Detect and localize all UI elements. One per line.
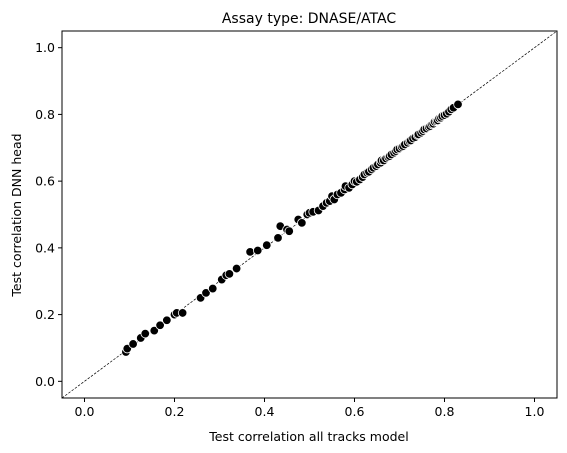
data-point <box>245 247 255 257</box>
data-point <box>231 263 242 274</box>
data-point <box>262 240 272 250</box>
x-tick-label: 1.0 <box>525 404 545 419</box>
data-point <box>453 99 463 110</box>
plot-frame <box>61 30 558 399</box>
x-tick-label: 0.2 <box>165 404 185 419</box>
chart-title: Assay type: DNASE/ATAC <box>222 11 396 27</box>
data-point <box>208 283 218 294</box>
x-tick-label: 0.4 <box>255 404 275 419</box>
data-point <box>162 315 172 325</box>
data-point <box>201 288 211 298</box>
axis-ticks: 0.0 0.2 0.4 0.6 0.8 1.0 0.0 0.2 0.4 0.6 0.8 1.0 <box>35 40 544 419</box>
data-point <box>155 320 165 330</box>
x-tick-label: 0.8 <box>435 404 455 419</box>
data-point <box>253 245 263 256</box>
data-point <box>149 325 159 336</box>
x-tick-label: 0.6 <box>345 404 365 419</box>
data-point <box>224 269 235 279</box>
data-points <box>121 99 463 357</box>
y-tick-label: 0.2 <box>35 307 55 322</box>
y-tick-label: 0.0 <box>35 374 55 389</box>
x-axis-label: Test correlation all tracks model <box>208 429 408 444</box>
data-point <box>128 339 138 349</box>
y-tick-label: 1.0 <box>35 40 55 55</box>
data-point <box>297 218 307 228</box>
data-point <box>273 233 283 243</box>
y-tick-label: 0.6 <box>35 174 55 189</box>
x-tick-label: 0.0 <box>75 404 95 419</box>
y-tick-label: 0.4 <box>35 240 55 255</box>
data-point <box>140 328 150 339</box>
data-point <box>284 226 294 236</box>
y-tick-label: 0.8 <box>35 107 55 122</box>
data-point <box>177 308 188 318</box>
y-axis-label: Test correlation DNN head <box>9 133 24 297</box>
